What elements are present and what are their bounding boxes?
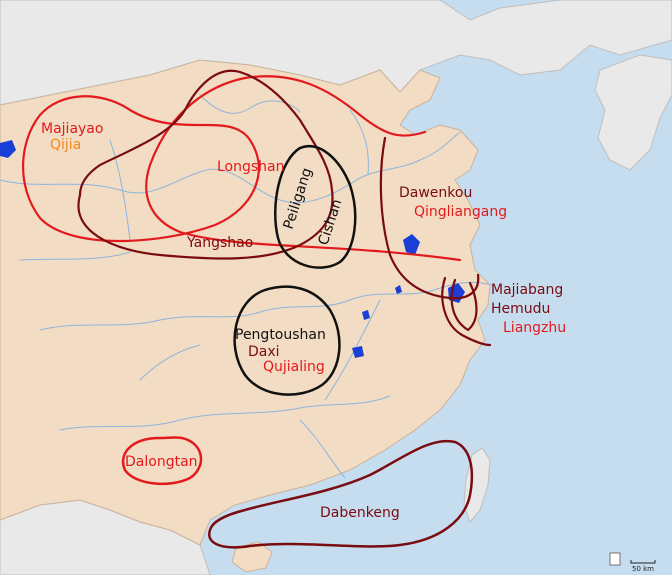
area-yangshao	[77, 69, 334, 260]
land-china	[0, 59, 491, 546]
area-longshan	[145, 75, 462, 262]
label-longshan: Longshan	[217, 159, 285, 175]
area-dabenkeng	[208, 439, 474, 549]
label-pengtoushan: Pengtoushan	[235, 327, 326, 343]
label-yangshao: Yangshao	[186, 235, 253, 251]
label-dalongtan: Dalongtan	[125, 454, 198, 470]
label-liangzhu: Liangzhu	[503, 320, 566, 336]
area-majiayao	[21, 95, 260, 243]
area-dawenkou	[379, 136, 480, 300]
area-majiabang	[450, 278, 478, 332]
label-dabenkeng: Dabenkeng	[320, 505, 400, 521]
label-qujialing: Qujialing	[263, 359, 325, 375]
scale-bar: 50 km	[609, 552, 656, 573]
area-peiligang	[274, 145, 357, 269]
culture-areas	[21, 69, 492, 549]
scale-label: 50 km	[632, 565, 654, 573]
label-qijia: Qijia	[50, 137, 81, 153]
label-majiayao: Majiayao	[41, 121, 103, 137]
label-daxi: Daxi	[248, 344, 280, 360]
area-pengtoushan	[233, 285, 341, 396]
cc-license-icon	[609, 552, 621, 566]
label-dawenkou: Dawenkou	[399, 185, 472, 201]
rivers	[0, 94, 493, 479]
area-dalongtan	[121, 436, 203, 485]
label-hemudu: Hemudu	[491, 301, 550, 317]
land-korea	[594, 54, 672, 171]
label-qingliangang: Qingliangang	[414, 204, 507, 220]
area-dawenkou-outer	[441, 276, 492, 347]
land-hainan	[231, 541, 273, 573]
label-majiabang: Majiabang	[491, 282, 563, 298]
